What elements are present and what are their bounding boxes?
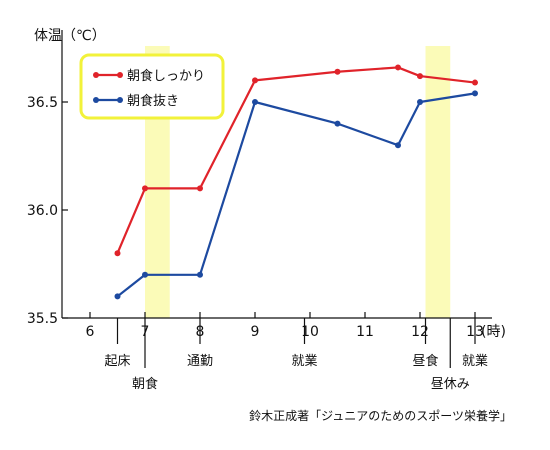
series-1-point-4	[334, 68, 341, 75]
source-citation: 鈴木正成著「ジュニアのためのスポーツ栄養学」	[249, 408, 512, 423]
y-tick-label-0: 35.5	[27, 311, 58, 327]
series-2-point-0	[114, 293, 121, 300]
legend-label-1: 朝食しっかり	[127, 68, 205, 84]
series-1-point-6	[417, 73, 423, 80]
annotation-label-3: 就業	[291, 353, 317, 369]
y-axis-label: 体温（℃）	[34, 28, 106, 44]
series-2-point-1	[142, 271, 148, 278]
series-1-point-1	[142, 185, 148, 192]
series-2-point-2	[197, 271, 203, 278]
series-2-point-3	[252, 99, 258, 105]
x-tick-label-0: 6	[86, 324, 95, 340]
x-axis-unit-label: (時)	[481, 324, 506, 340]
series-1-point-2	[197, 185, 203, 192]
highlight-band-2	[425, 46, 451, 318]
legend-swatch-dot-b-2	[117, 97, 123, 103]
series-1-point-7	[472, 79, 478, 86]
x-tick-label-6: 12	[411, 324, 429, 340]
legend-swatch-dot-a-1	[93, 72, 99, 78]
legend-swatch-dot-b-1	[117, 72, 123, 78]
x-tick-label-4: 10	[301, 324, 319, 340]
y-tick-label-2: 36.5	[27, 95, 58, 111]
legend-swatch-dot-a-2	[93, 97, 99, 103]
annotation-label-0: 起床	[104, 354, 130, 369]
series-lines	[114, 64, 478, 300]
legend-label-2: 朝食抜き	[127, 93, 179, 109]
series-1-point-0	[114, 250, 121, 257]
series-2-point-5	[395, 142, 401, 149]
series-1-point-5	[395, 64, 401, 71]
series-line-1	[116, 66, 476, 254]
series-2-point-6	[417, 99, 423, 105]
annotation-label-5: 昼休み	[431, 377, 470, 392]
series-1-point-3	[252, 77, 258, 84]
series-2-point-4	[334, 120, 341, 127]
series-line-2	[116, 92, 476, 298]
annotation-label-2: 通勤	[187, 354, 213, 369]
series-2-point-7	[472, 90, 478, 97]
annotation-label-4: 昼食	[412, 353, 438, 369]
y-tick-label-1: 36.0	[27, 203, 58, 219]
x-tick-label-3: 9	[251, 324, 260, 340]
annotation-label-1: 朝食	[132, 376, 158, 392]
x-tick-label-5: 11	[356, 324, 374, 340]
legend-box	[79, 53, 225, 120]
annotation-label-6: 就業	[462, 353, 488, 369]
